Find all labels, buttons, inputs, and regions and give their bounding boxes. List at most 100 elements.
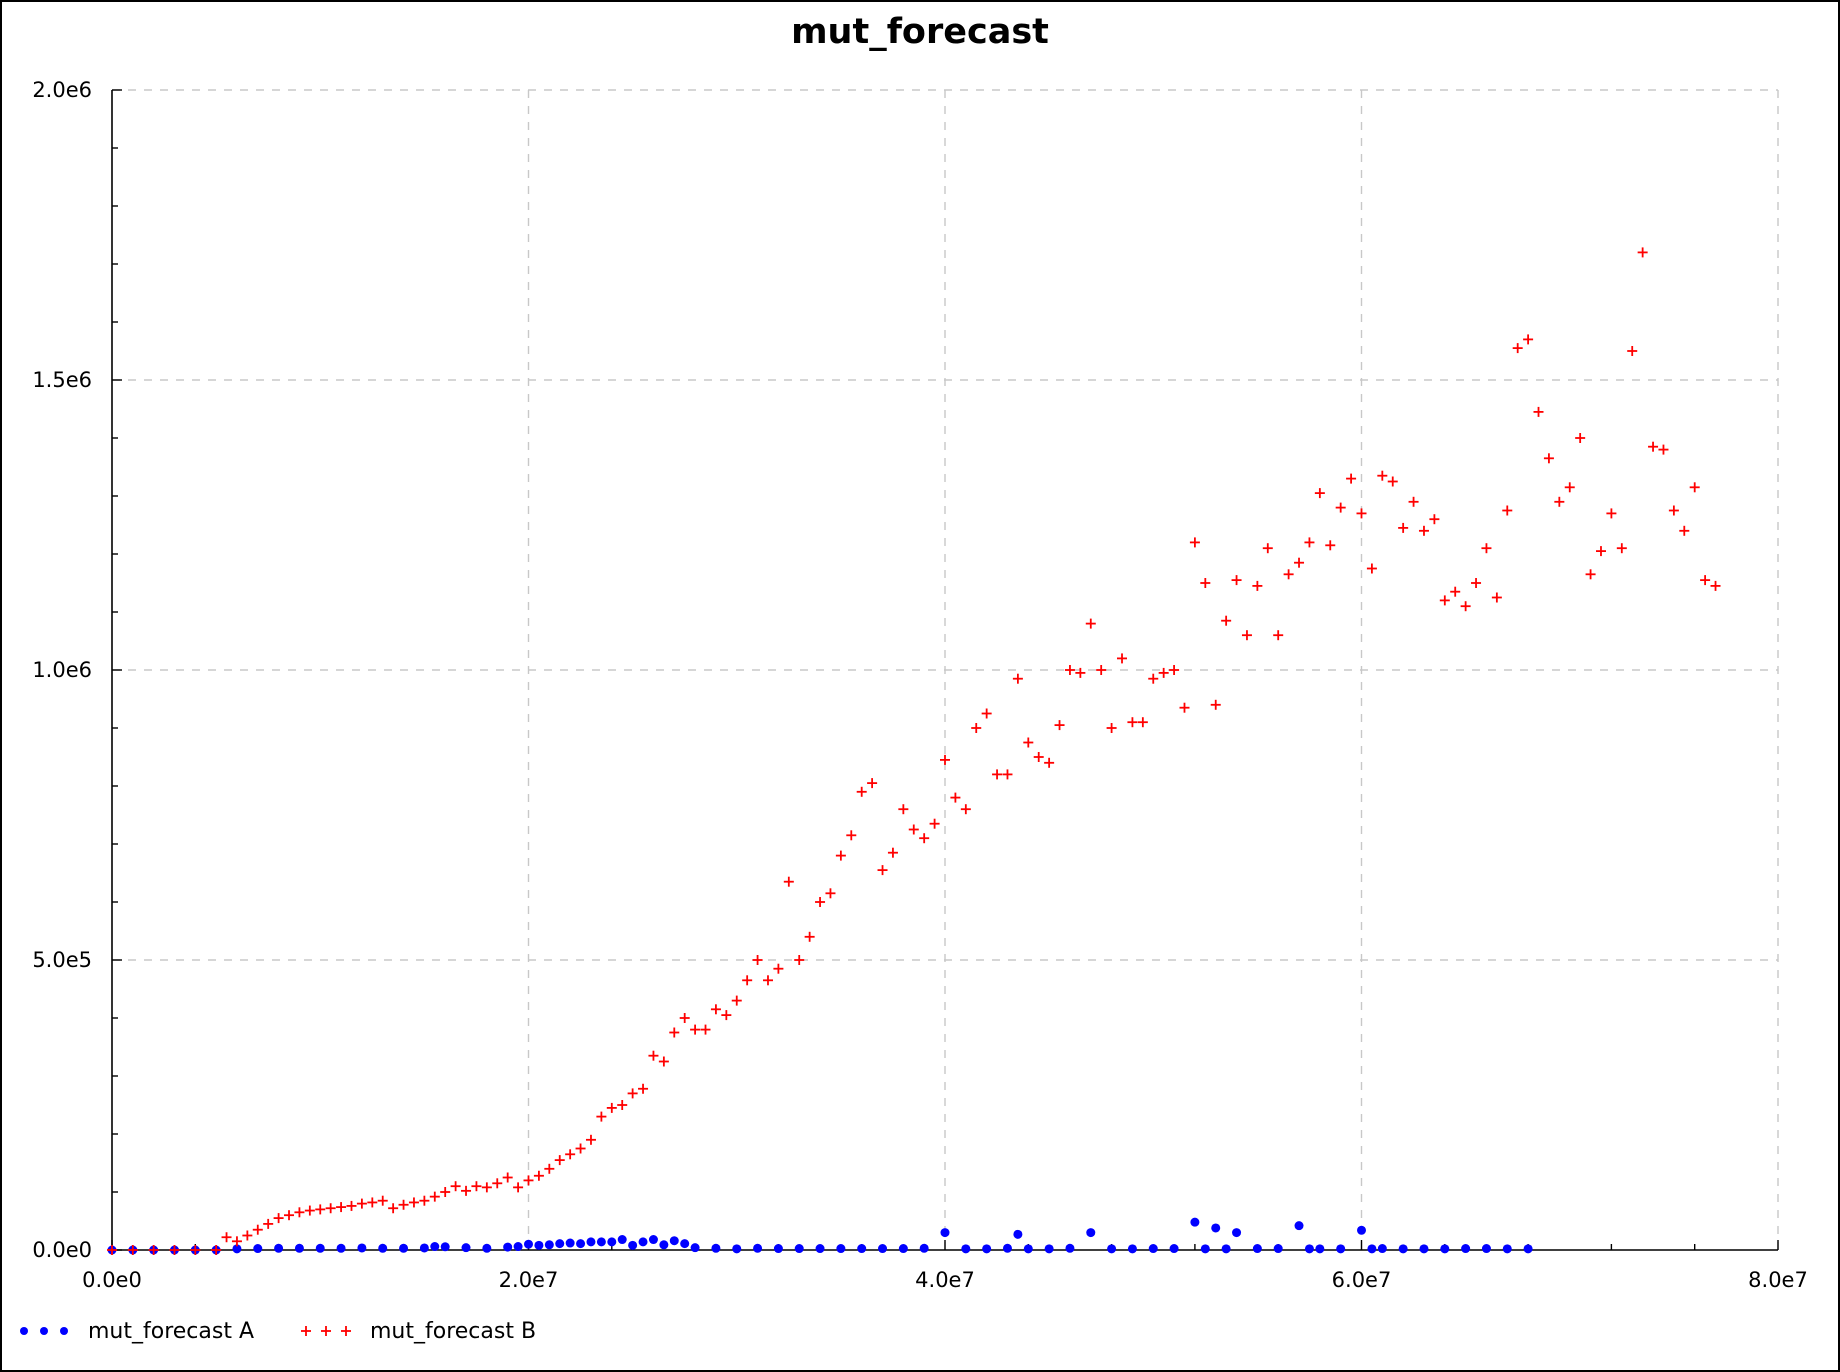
data-point [1179,702,1190,713]
series-2 [107,247,1721,1255]
data-point [1356,508,1367,519]
data-point [357,1243,367,1253]
data-point [544,1163,555,1174]
data-point [1398,1244,1408,1254]
data-point [419,1195,430,1206]
y-tick-label: 0.0e0 [32,1238,92,1262]
data-point [274,1243,284,1253]
legend-marker [341,1326,351,1336]
data-point [940,754,950,765]
data-point [1221,1244,1231,1254]
data-point [430,1242,440,1252]
data-point [1273,1244,1283,1254]
data-point [1314,488,1325,499]
legend-label: mut_forecast A [88,1319,254,1344]
data-point [700,1024,711,1035]
grid-lines [112,89,1779,1250]
data-point [1231,575,1242,586]
data-point [513,1242,523,1252]
data-point [1377,470,1388,481]
x-tick-label: 6.0e7 [1332,1268,1392,1292]
data-point [294,1243,304,1253]
data-point [1023,1244,1033,1254]
data-point [596,1237,606,1247]
data-point [1398,522,1409,533]
data-point [1117,653,1128,664]
data-point [971,723,982,733]
data-point [1710,580,1721,591]
data-point [1148,1244,1158,1254]
data-point [1585,569,1596,580]
data-point [1107,1244,1117,1254]
data-point [1637,247,1648,258]
y-tick-label: 1.5e6 [32,368,92,392]
y-tick-label: 5.0e5 [32,948,92,972]
data-point [1085,618,1096,629]
data-point [346,1200,357,1211]
data-point [669,1027,680,1038]
data-point [107,1245,117,1255]
data-point [534,1240,544,1250]
data-point [1241,630,1252,641]
data-point [1336,1244,1346,1254]
data-point [304,1205,315,1216]
data-point [835,850,846,861]
data-point [878,1244,888,1254]
data-point [1512,343,1523,354]
data-point [398,1199,409,1210]
data-point [1189,537,1200,548]
data-point [919,833,930,844]
data-point [461,1243,471,1253]
data-point [961,1244,971,1254]
data-point [1367,1244,1377,1254]
data-point [1648,441,1659,452]
data-point [1679,525,1690,536]
data-point [284,1210,295,1221]
data-point [221,1232,232,1243]
data-point [773,1244,783,1254]
data-point [1137,717,1148,728]
data-point [1502,505,1513,516]
data-point [982,1244,992,1254]
data-point [576,1239,586,1249]
data-point [804,931,815,942]
data-point [367,1197,378,1208]
data-point [1044,757,1055,768]
data-point [1564,482,1575,493]
data-point [1221,615,1232,626]
data-point [648,1050,659,1061]
data-point [533,1170,544,1181]
x-tick-label: 2.0e7 [499,1268,559,1292]
data-point [1439,595,1450,606]
data-point [461,1185,472,1196]
data-point [1533,406,1544,417]
data-point [1575,433,1586,443]
data-point [565,1149,576,1160]
data-point [1262,543,1273,554]
data-point [1023,737,1034,748]
data-point [1169,665,1180,675]
data-point [1461,1244,1471,1254]
data-point [450,1181,461,1192]
data-point [253,1244,263,1254]
data-point [1012,673,1023,684]
data-point [1086,1228,1096,1238]
data-point [1294,1221,1304,1231]
data-point [898,804,909,815]
data-point [1304,537,1315,548]
data-point [606,1102,617,1113]
data-point [960,804,971,815]
data-point [992,769,1003,780]
data-point [127,1245,138,1255]
data-point [1127,1244,1137,1254]
data-point [440,1242,450,1252]
data-point [1689,482,1700,493]
x-tick-label: 8.0e7 [1748,1268,1808,1292]
data-point [482,1243,492,1253]
data-point [419,1243,429,1253]
data-point [815,897,826,907]
data-point [1658,444,1669,455]
data-point [1200,1244,1210,1254]
